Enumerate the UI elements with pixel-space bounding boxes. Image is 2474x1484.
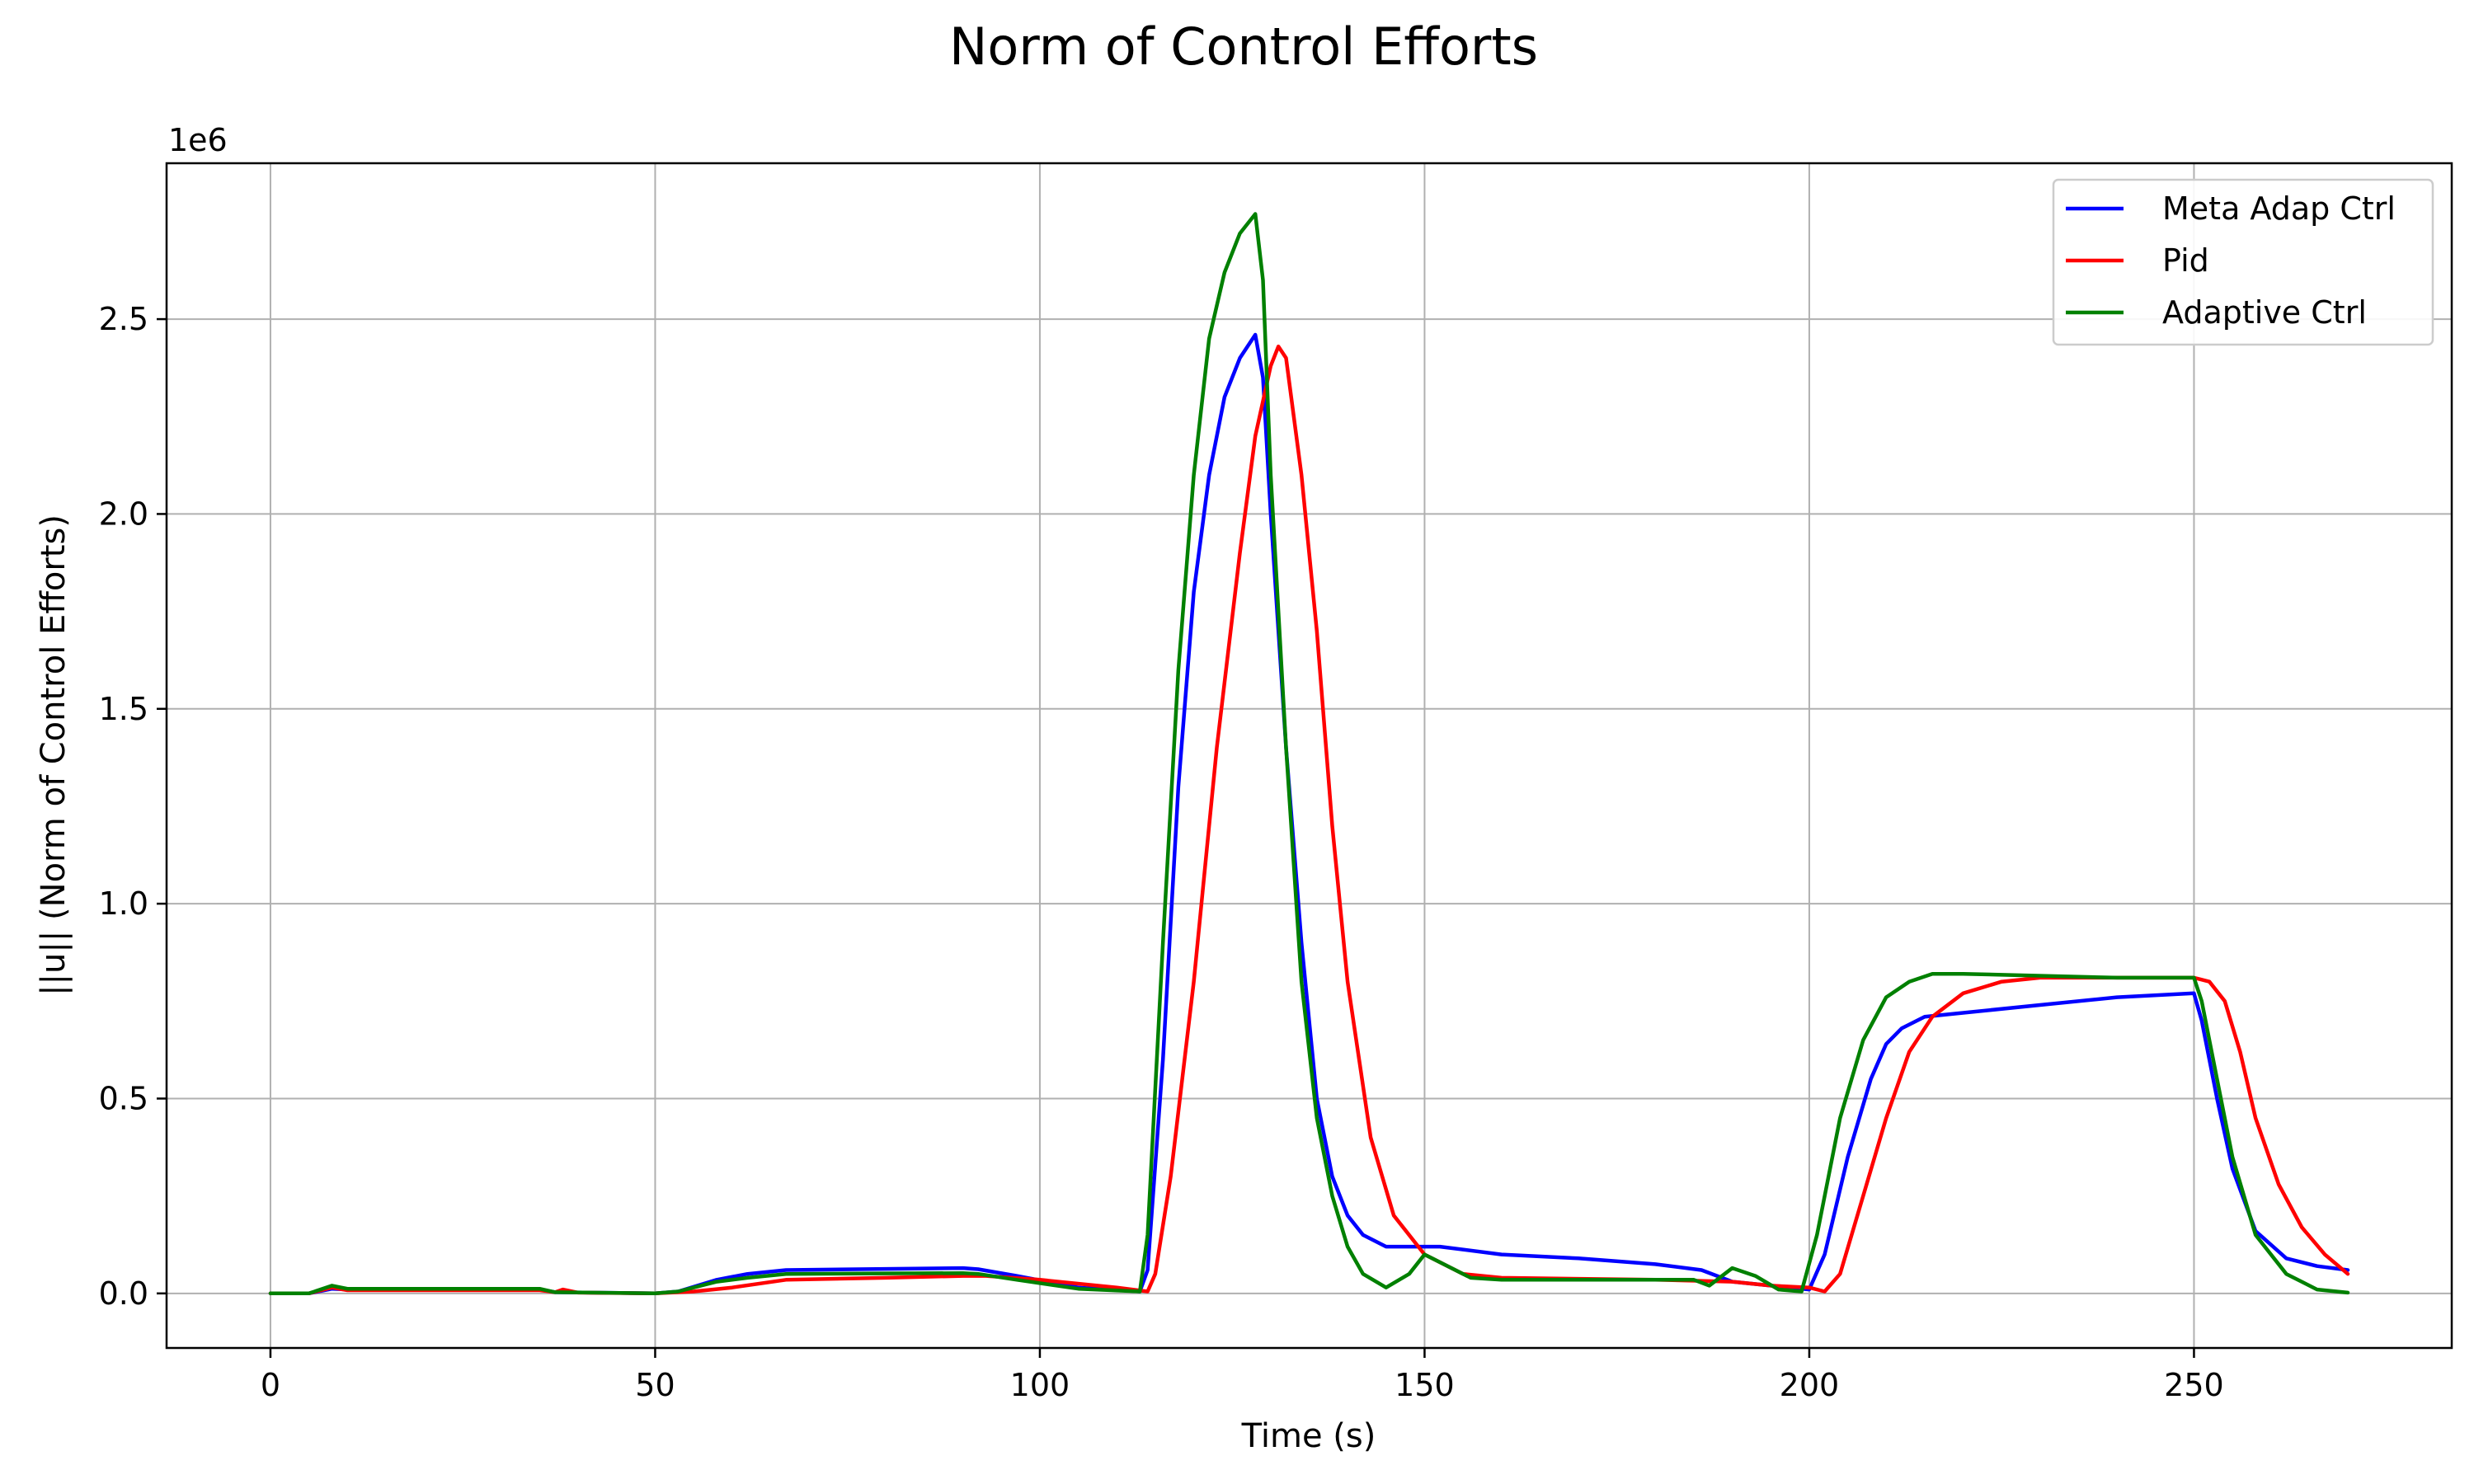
legend-box bbox=[2052, 178, 2434, 346]
x-axis-label: Time (s) bbox=[1241, 1417, 1376, 1455]
series-line-adaptive-ctrl bbox=[268, 212, 2350, 1296]
x-tick-label: 200 bbox=[1780, 1367, 1840, 1403]
plot-frame bbox=[165, 162, 2453, 1350]
y-axis-ticks: 0.0 0.5 1.0 1.5 2.0 2.5 bbox=[99, 301, 167, 1312]
series-line-pid bbox=[268, 344, 2350, 1296]
x-tick-label: 100 bbox=[1010, 1367, 1070, 1403]
y-tick-label: 0.0 bbox=[99, 1275, 148, 1312]
grid-lines bbox=[167, 163, 2452, 1348]
y-tick-label: 0.5 bbox=[99, 1080, 148, 1116]
y-tick-label: 2.0 bbox=[99, 495, 148, 532]
x-tick-label: 50 bbox=[635, 1367, 675, 1403]
x-tick-label: 150 bbox=[1395, 1367, 1455, 1403]
y-tick-label: 2.5 bbox=[99, 301, 148, 337]
chart-title: Norm of Control Efforts bbox=[949, 16, 1538, 77]
y-offset-label: 1e6 bbox=[168, 122, 228, 158]
series-line-meta-adap-ctrl bbox=[268, 332, 2350, 1296]
legend-items: Meta Adap Ctrl Pid Adaptive Ctrl bbox=[2066, 190, 2396, 331]
legend: Meta Adap Ctrl Pid Adaptive Ctrl bbox=[2052, 178, 2434, 346]
y-tick-label: 1.0 bbox=[99, 885, 148, 922]
y-tick-label: 1.5 bbox=[99, 691, 148, 727]
legend-label: Meta Adap Ctrl bbox=[2162, 190, 2396, 227]
legend-label: Pid bbox=[2162, 242, 2209, 279]
x-tick-label: 0 bbox=[261, 1367, 280, 1403]
x-tick-label: 250 bbox=[2164, 1367, 2224, 1403]
x-axis-ticks: 0 50 100 150 200 250 bbox=[261, 1348, 2224, 1403]
y-axis-label: ||u|| (Norm of Control Efforts) bbox=[35, 514, 73, 996]
legend-label: Adaptive Ctrl bbox=[2162, 294, 2367, 331]
series-layer bbox=[268, 212, 2350, 1296]
